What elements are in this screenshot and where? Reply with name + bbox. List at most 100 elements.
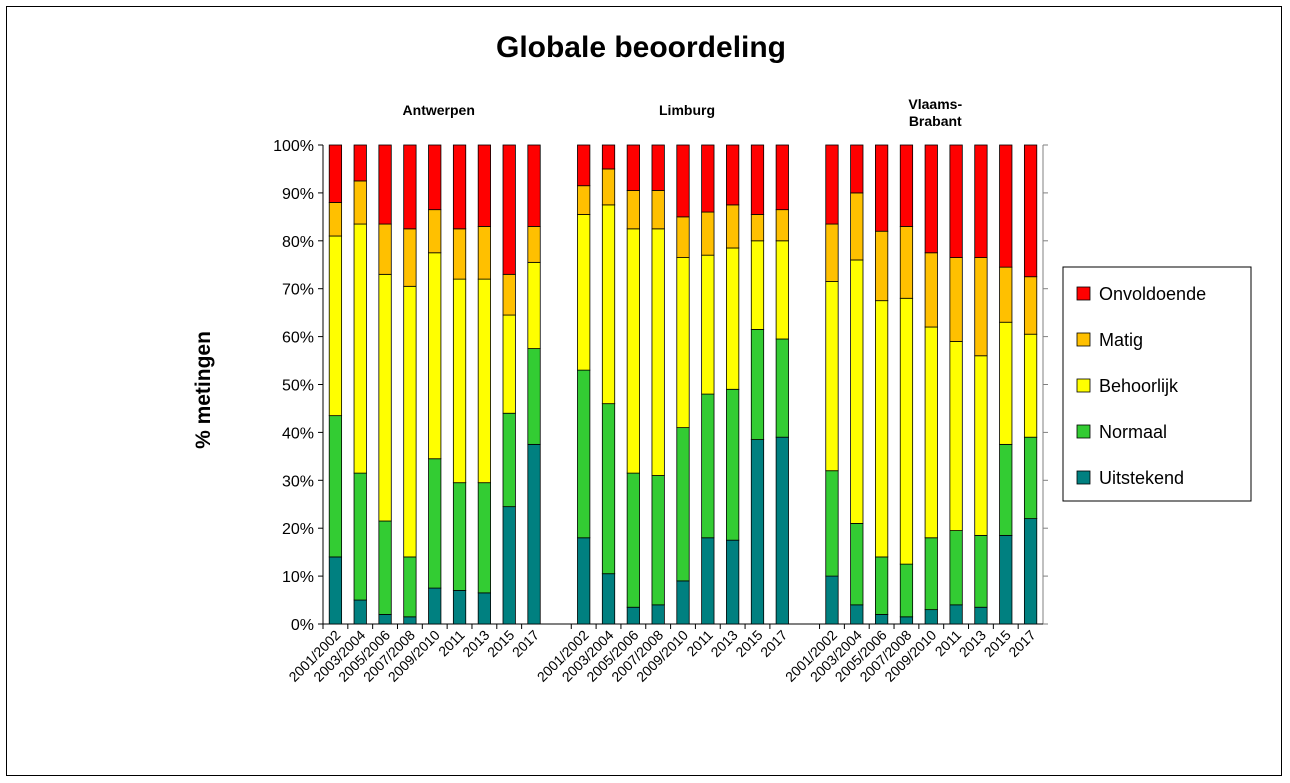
y-tick-label: 30% [282, 473, 314, 490]
bar-segment-antwerpen-2013-matig [477, 226, 491, 280]
bar-segment-vlaams-brabant-2001-2002-matig [825, 223, 839, 282]
bar-segment-limburg-2011-uitstekend [701, 537, 715, 625]
legend-label-normaal: Normaal [1099, 422, 1167, 442]
bar-segment-antwerpen-2007-2008-behoorlijk [403, 285, 417, 558]
x-tick-label: 2013 [459, 627, 492, 660]
bar-segment-antwerpen-2003-2004-behoorlijk [353, 223, 367, 474]
bar-segment-antwerpen-2005-2006-behoorlijk [378, 273, 392, 522]
bar-segment-limburg-2005-2006-behoorlijk [626, 228, 640, 474]
bar-segment-vlaams-brabant-2015-behoorlijk [999, 321, 1013, 445]
bar-segment-limburg-2009-2010-normaal [676, 427, 690, 582]
x-tick-label: 2011 [435, 627, 468, 660]
bar-segment-vlaams-brabant-2011-uitstekend [949, 604, 963, 625]
bar-segment-antwerpen-2015-matig [502, 273, 516, 316]
bar-segment-vlaams-brabant-2003-2004-normaal [850, 523, 864, 606]
bar-segment-vlaams-brabant-2017-behoorlijk [1023, 333, 1038, 438]
bars [328, 144, 1038, 625]
bar-segment-limburg-2001-2002-behoorlijk [577, 214, 591, 371]
bar-segment-vlaams-brabant-2011-normaal [949, 530, 963, 606]
x-tick-label: 2015 [484, 627, 517, 660]
bar-segment-vlaams-brabant-2017-onvoldoende [1023, 144, 1038, 278]
bar-segment-limburg-2017-normaal [775, 338, 789, 438]
bar-segment-antwerpen-2015-normaal [502, 412, 516, 508]
bar-segment-vlaams-brabant-2007-2008-matig [899, 226, 914, 299]
bar-segment-vlaams-brabant-2017-normaal [1023, 436, 1038, 520]
group-label-limburg: Limburg [659, 102, 715, 118]
bar-segment-limburg-2007-2008-onvoldoende [651, 144, 665, 191]
bar-segment-limburg-2013-behoorlijk [726, 247, 740, 390]
legend-box [1062, 266, 1252, 502]
bar-segment-antwerpen-2007-2008-uitstekend [403, 616, 417, 625]
x-tick-label: 2015 [732, 627, 765, 660]
chart-frame: Globale beoordeling Antwerpen Limburg Vlaa… [6, 6, 1282, 776]
bar-segment-antwerpen-2009-2010-normaal [428, 458, 442, 589]
legend-label-behoorlijk: Behoorlijk [1099, 376, 1179, 396]
x-tick-label: 2015 [981, 627, 1014, 660]
x-tick-label: 2011 [683, 627, 716, 660]
y-tick-label: 60% [282, 330, 314, 347]
bar-segment-antwerpen-2007-2008-normaal [403, 556, 417, 618]
bar-segment-limburg-2007-2008-normaal [651, 475, 665, 606]
bar-segment-vlaams-brabant-2001-2002-onvoldoende [825, 144, 839, 225]
group-label-vlaams-brabant: Brabant [909, 113, 962, 129]
bar-segment-antwerpen-2005-2006-uitstekend [378, 614, 392, 625]
bar-segment-antwerpen-2003-2004-uitstekend [353, 599, 367, 625]
bar-segment-limburg-2005-2006-onvoldoende [626, 144, 640, 191]
bar-segment-limburg-2009-2010-onvoldoende [676, 144, 690, 218]
bar-segment-limburg-2011-normaal [701, 393, 715, 539]
bar-segment-vlaams-brabant-2005-2006-uitstekend [875, 614, 889, 625]
bar-segment-vlaams-brabant-2005-2006-behoorlijk [875, 300, 889, 558]
bar-segment-vlaams-brabant-2011-matig [949, 257, 963, 342]
bar-segment-antwerpen-2003-2004-normaal [353, 472, 367, 601]
bar-segment-limburg-2013-onvoldoende [726, 144, 740, 206]
bar-segment-vlaams-brabant-2017-matig [1023, 276, 1038, 335]
chart-title: Globale beoordeling [496, 31, 786, 64]
bar-segment-vlaams-brabant-2007-2008-behoorlijk [899, 297, 914, 565]
bar-segment-limburg-2001-2002-uitstekend [577, 537, 591, 625]
bar-segment-limburg-2007-2008-matig [651, 190, 665, 230]
legend-label-uitstekend: Uitstekend [1099, 468, 1184, 488]
bar-segment-limburg-2007-2008-uitstekend [651, 604, 665, 625]
y-tick-label: 100% [273, 138, 314, 155]
bar-segment-limburg-2015-onvoldoende [750, 144, 765, 215]
bar-segment-antwerpen-2015-uitstekend [502, 506, 516, 625]
bar-segment-vlaams-brabant-2003-2004-onvoldoende [850, 144, 864, 194]
bar-segment-limburg-2011-matig [701, 211, 715, 256]
bar-segment-vlaams-brabant-2015-onvoldoende [999, 144, 1013, 268]
y-tick-label: 50% [282, 378, 314, 395]
bar-segment-vlaams-brabant-2003-2004-behoorlijk [850, 259, 864, 524]
x-tick-label: 2017 [509, 627, 542, 660]
bar-segment-antwerpen-2003-2004-onvoldoende [353, 144, 367, 182]
bar-segment-vlaams-brabant-2007-2008-onvoldoende [899, 144, 914, 227]
legend-swatch-uitstekend [1076, 470, 1091, 485]
bar-segment-antwerpen-2017-uitstekend [527, 443, 541, 625]
bar-segment-antwerpen-2011-uitstekend [452, 590, 467, 625]
bar-segment-antwerpen-2005-2006-normaal [378, 520, 392, 615]
bar-segment-vlaams-brabant-2013-matig [974, 257, 988, 357]
bar-segment-vlaams-brabant-2015-matig [999, 266, 1013, 323]
y-tick-label: 10% [282, 569, 314, 586]
bar-segment-vlaams-brabant-2005-2006-normaal [875, 556, 889, 615]
bar-segment-antwerpen-2013-behoorlijk [477, 278, 491, 484]
bar-segment-vlaams-brabant-2015-normaal [999, 443, 1013, 536]
bar-segment-limburg-2015-matig [750, 214, 765, 242]
bar-segment-limburg-2005-2006-uitstekend [626, 606, 640, 625]
bar-segment-limburg-2009-2010-matig [676, 216, 690, 258]
legend-swatch-normaal [1076, 424, 1091, 439]
bar-segment-vlaams-brabant-2009-2010-matig [924, 252, 938, 328]
x-tick-label: 2017 [1005, 627, 1038, 660]
y-tick-label: 80% [282, 234, 314, 251]
legend-swatch-onvoldoende [1076, 286, 1091, 301]
group-labels: Antwerpen Limburg Vlaams-Brabant [403, 96, 963, 129]
bar-segment-antwerpen-2017-onvoldoende [527, 144, 541, 227]
bar-segment-vlaams-brabant-2011-onvoldoende [949, 144, 963, 258]
bar-segment-limburg-2013-matig [726, 204, 740, 249]
bar-segment-antwerpen-2011-matig [452, 228, 467, 280]
bar-segment-antwerpen-2009-2010-matig [428, 209, 442, 254]
bar-segment-limburg-2007-2008-behoorlijk [651, 228, 665, 476]
y-tick-label: 70% [282, 282, 314, 299]
bar-segment-antwerpen-2015-behoorlijk [502, 314, 516, 414]
bar-segment-antwerpen-2001-2002-uitstekend [328, 556, 343, 625]
y-tick-label: 20% [282, 521, 314, 538]
bar-segment-vlaams-brabant-2009-2010-onvoldoende [924, 144, 938, 254]
